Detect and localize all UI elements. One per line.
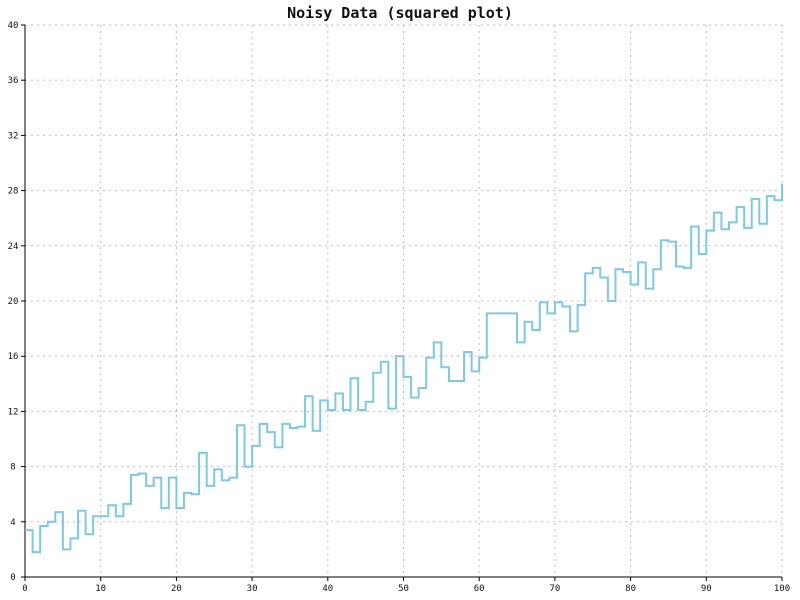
- tick-labels: 0 10 20 30 40 50 60 70 80 90 100 0 4 8 12 16 20 24 28 32 36 4…: [8, 21, 791, 594]
- x-tick-label-10: 100: [774, 584, 790, 594]
- grid: [25, 24, 783, 577]
- x-tick-label-5: 50: [398, 584, 409, 594]
- y-tick-label-0: 0: [10, 573, 15, 583]
- x-tick-label-3: 30: [247, 584, 258, 594]
- y-tick-label-4: 16: [8, 352, 19, 362]
- y-tick-label-5: 20: [8, 297, 19, 307]
- x-tick-label-6: 60: [474, 584, 485, 594]
- x-tick-label-7: 70: [549, 584, 560, 594]
- y-tick-label-9: 36: [8, 76, 19, 86]
- y-tick-label-1: 4: [10, 518, 15, 528]
- chart-title: Noisy Data (squared plot): [287, 4, 513, 22]
- x-tick-label-4: 40: [322, 584, 333, 594]
- y-tick-label-3: 12: [8, 407, 19, 417]
- x-tick-label-8: 80: [625, 584, 636, 594]
- y-tick-label-6: 24: [8, 242, 19, 252]
- y-tick-label-10: 40: [8, 21, 19, 31]
- axes: [21, 24, 783, 581]
- y-tick-label-2: 8: [10, 463, 15, 473]
- x-tick-label-1: 10: [95, 584, 106, 594]
- y-tick-label-7: 28: [8, 187, 19, 197]
- x-tick-label-9: 90: [701, 584, 712, 594]
- series: [25, 183, 783, 554]
- x-tick-label-0: 0: [22, 584, 27, 594]
- y-tick-label-8: 32: [8, 131, 19, 141]
- series-line: [25, 183, 783, 554]
- x-tick-label-2: 20: [171, 584, 182, 594]
